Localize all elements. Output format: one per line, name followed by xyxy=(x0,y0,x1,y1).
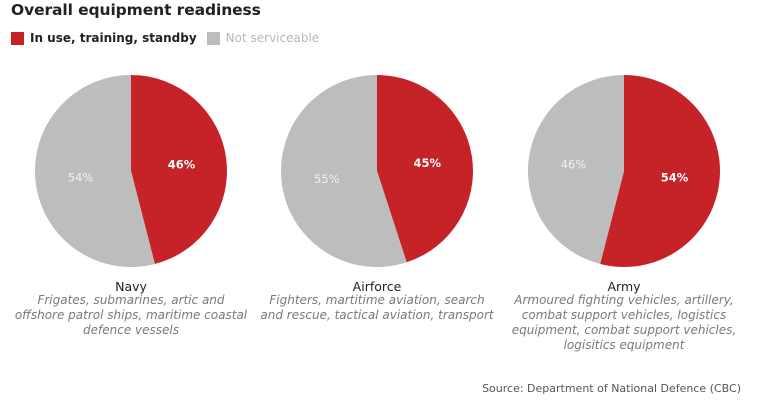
panel-name-army: Army xyxy=(607,279,641,294)
legend-label-not-serviceable: Not serviceable xyxy=(225,31,320,45)
legend-swatch-not-serviceable xyxy=(206,31,220,45)
panel-name-airforce: Airforce xyxy=(352,279,402,294)
legend-item-in-use: In use, training, standby xyxy=(11,31,197,45)
source-note: Source: Department of National Defence (… xyxy=(482,382,741,395)
pie-label-airforce-not-serviceable: 55% xyxy=(314,172,340,186)
panel-desc-airforce: Fighters, martitime aviation, search and… xyxy=(260,293,494,322)
pie-charts: 46% 54% 45% 55% 54% 46% xyxy=(34,75,720,267)
pie-slice-navy-in-use xyxy=(131,75,227,264)
pie-label-army-not-serviceable: 46% xyxy=(561,158,587,172)
legend-swatch-in-use xyxy=(11,31,24,45)
panel-desc-army: Armoured fighting vehicles, artillery, c… xyxy=(511,293,737,352)
pie-label-navy-in-use: 46% xyxy=(168,158,196,172)
pie-slice-army-in-use xyxy=(600,75,720,267)
panel-desc-navy: Frigates, submarines, artic and offshore… xyxy=(14,293,248,337)
pie-slice-airforce-in-use xyxy=(377,75,473,263)
legend-item-not-serviceable: Not serviceable xyxy=(206,31,320,45)
pie-slice-navy-not-serviceable xyxy=(34,75,155,267)
legend-label-in-use: In use, training, standby xyxy=(30,31,197,45)
pie-label-army-in-use: 54% xyxy=(661,170,689,184)
legend: In use, training, standby Not serviceabl… xyxy=(11,31,329,45)
panel-name-navy: Navy xyxy=(115,279,147,294)
pie-label-airforce-in-use: 45% xyxy=(413,156,441,170)
pie-slice-airforce-not-serviceable xyxy=(280,75,407,267)
pie-slice-army-not-serviceable xyxy=(528,75,624,264)
chart-title: Overall equipment readiness xyxy=(11,1,261,19)
pie-label-navy-not-serviceable: 54% xyxy=(68,170,94,184)
